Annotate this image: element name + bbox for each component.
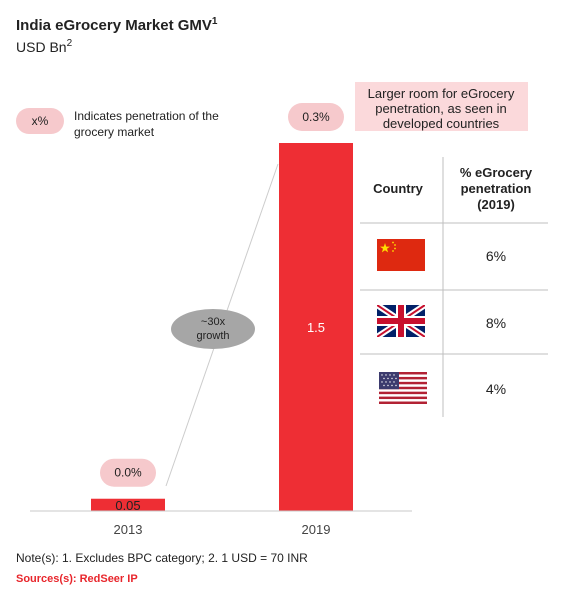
- growth-label-line2: growth: [196, 330, 229, 342]
- callout-line3: developed countries: [383, 116, 500, 131]
- china-flag-icon: [377, 239, 425, 271]
- legend-swatch: [16, 108, 64, 134]
- table-value-usa: 4%: [486, 381, 506, 397]
- legend-swatch-label: x%: [32, 114, 49, 128]
- callout-line2: penetration, as seen in: [375, 101, 507, 116]
- x-tick-label-2013: 2013: [114, 522, 143, 537]
- legend-text-line1: Indicates penetration of the: [74, 109, 219, 123]
- table-header-pen-line3: (2019): [477, 197, 515, 212]
- chart-subtitle: USD Bn2: [16, 38, 73, 55]
- penetration-label-2019: 0.3%: [302, 110, 330, 124]
- bar-2013: [91, 498, 165, 511]
- footer-notes: Note(s): 1. Excludes BPC category; 2. 1 …: [16, 551, 308, 565]
- growth-ellipse: [171, 309, 255, 349]
- table-header-country: Country: [373, 181, 424, 196]
- callout-box: [355, 82, 528, 131]
- growth-label-line1: ~30x: [201, 316, 226, 328]
- bar-value-label-2013: 0.05: [115, 498, 140, 513]
- uk-flag-icon: [377, 305, 425, 337]
- table-header-pen-line2: penetration: [461, 181, 532, 196]
- chart-title: India eGrocery Market GMV1: [16, 16, 218, 34]
- legend-text-line2: grocery market: [74, 125, 155, 139]
- penetration-pill-2013: [100, 458, 156, 487]
- usa-flag-icon: [379, 372, 427, 404]
- table-header-pen-line1: % eGrocery: [460, 165, 533, 180]
- x-tick-label-2019: 2019: [302, 522, 331, 537]
- bar-2019: [279, 143, 353, 511]
- penetration-label-2013: 0.0%: [114, 466, 142, 480]
- table-value-china: 6%: [486, 248, 506, 264]
- table-value-uk: 8%: [486, 315, 506, 331]
- bars-group: 0.05 0.0% 2013 1.5 0.3% 2019: [91, 103, 353, 537]
- callout-line1: Larger room for eGrocery: [368, 86, 515, 101]
- bar-value-label-2019: 1.5: [307, 320, 325, 335]
- penetration-pill-2019: [288, 103, 344, 131]
- footer-sources: Sources(s): RedSeer IP: [16, 573, 138, 585]
